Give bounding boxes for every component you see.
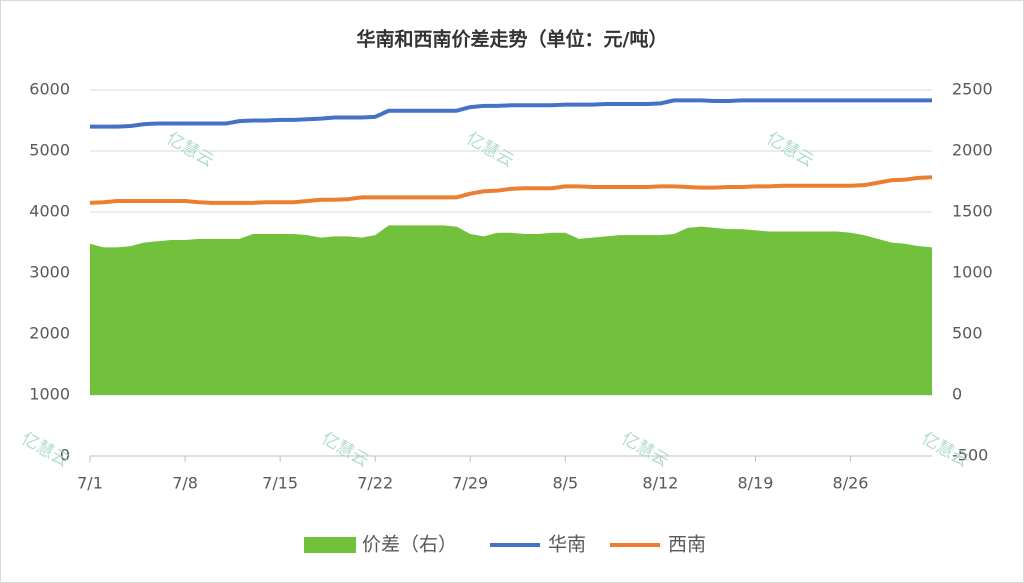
y2-tick-label: 1000 (952, 263, 993, 282)
y-tick-label: 6000 (29, 80, 70, 99)
legend-label: 价差（右） (362, 534, 457, 556)
y-tick-label: 5000 (29, 141, 70, 160)
x-tick-label: 7/29 (452, 474, 488, 493)
x-tick-label: 8/5 (552, 474, 578, 493)
legend-label: 西南 (668, 534, 706, 556)
area (90, 225, 932, 395)
x-tick-label: 7/15 (262, 474, 298, 493)
y-tick-label: 4000 (29, 202, 70, 221)
x-tick-label: 8/12 (642, 474, 678, 493)
x-tick-label: 8/26 (833, 474, 869, 493)
y2-tick-label: 500 (952, 324, 983, 343)
chart-title: 华南和西南价差走势（单位：元/吨） (357, 28, 668, 51)
y2-tick-label: 2500 (952, 80, 993, 99)
line (90, 98, 932, 129)
y2-tick-label: 1500 (952, 202, 993, 221)
y2-tick-label: -500 (952, 446, 988, 465)
x-tick-label: 7/1 (77, 474, 103, 493)
y-tick-label: 0 (60, 446, 70, 465)
y-tick-label: 3000 (29, 263, 70, 282)
x-tick-label: 8/19 (737, 474, 773, 493)
line (89, 175, 933, 205)
legend-swatch (304, 537, 356, 553)
legend-label: 华南 (548, 534, 586, 556)
y2-tick-label: 0 (952, 385, 962, 404)
y-tick-label: 2000 (29, 324, 70, 343)
y-tick-label: 1000 (29, 385, 70, 404)
x-tick-label: 7/22 (357, 474, 393, 493)
y2-tick-label: 2000 (952, 141, 993, 160)
x-tick-label: 7/8 (172, 474, 198, 493)
